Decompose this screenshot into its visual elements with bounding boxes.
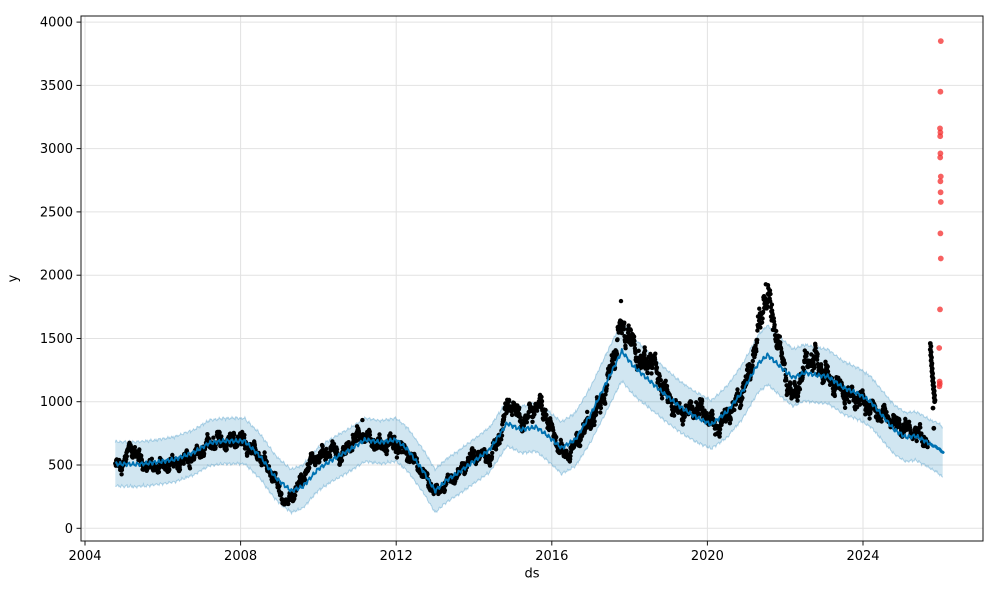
x-tick-label-2012: 2012	[380, 549, 413, 564]
x-tick-label-2024: 2024	[846, 549, 879, 564]
anomaly-points	[936, 38, 944, 390]
x-axis-label: ds	[524, 567, 539, 582]
y-tick-label-3500: 3500	[40, 79, 73, 94]
recent-spike-points	[927, 341, 938, 431]
x-axis: 2004 2008 2012 2016 2020 2024	[68, 541, 880, 564]
plot-layer	[113, 38, 945, 516]
y-tick-label-500: 500	[48, 459, 73, 474]
y-tick-label-4000: 4000	[40, 16, 73, 31]
x-tick-label-2004: 2004	[68, 549, 101, 564]
axes-spines	[80, 15, 984, 542]
y-tick-label-1000: 1000	[40, 395, 73, 410]
x-tick-label-2016: 2016	[535, 549, 568, 564]
y-axis: 0 500 1000 1500 2000 2500 3000 3500 4000	[40, 16, 81, 537]
x-tick-label-2020: 2020	[691, 549, 724, 564]
x-tick-label-2008: 2008	[224, 549, 257, 564]
y-tick-label-0: 0	[65, 522, 73, 537]
y-tick-label-3000: 3000	[40, 142, 73, 157]
forecast-line-future	[929, 442, 945, 454]
observed-points	[113, 282, 931, 507]
y-tick-label-2500: 2500	[40, 205, 73, 220]
forecast-line	[114, 347, 932, 494]
y-tick-label-2000: 2000	[40, 269, 73, 284]
y-tick-label-1500: 1500	[40, 332, 73, 347]
gridlines	[81, 16, 983, 541]
y-axis-label: y	[6, 274, 21, 282]
